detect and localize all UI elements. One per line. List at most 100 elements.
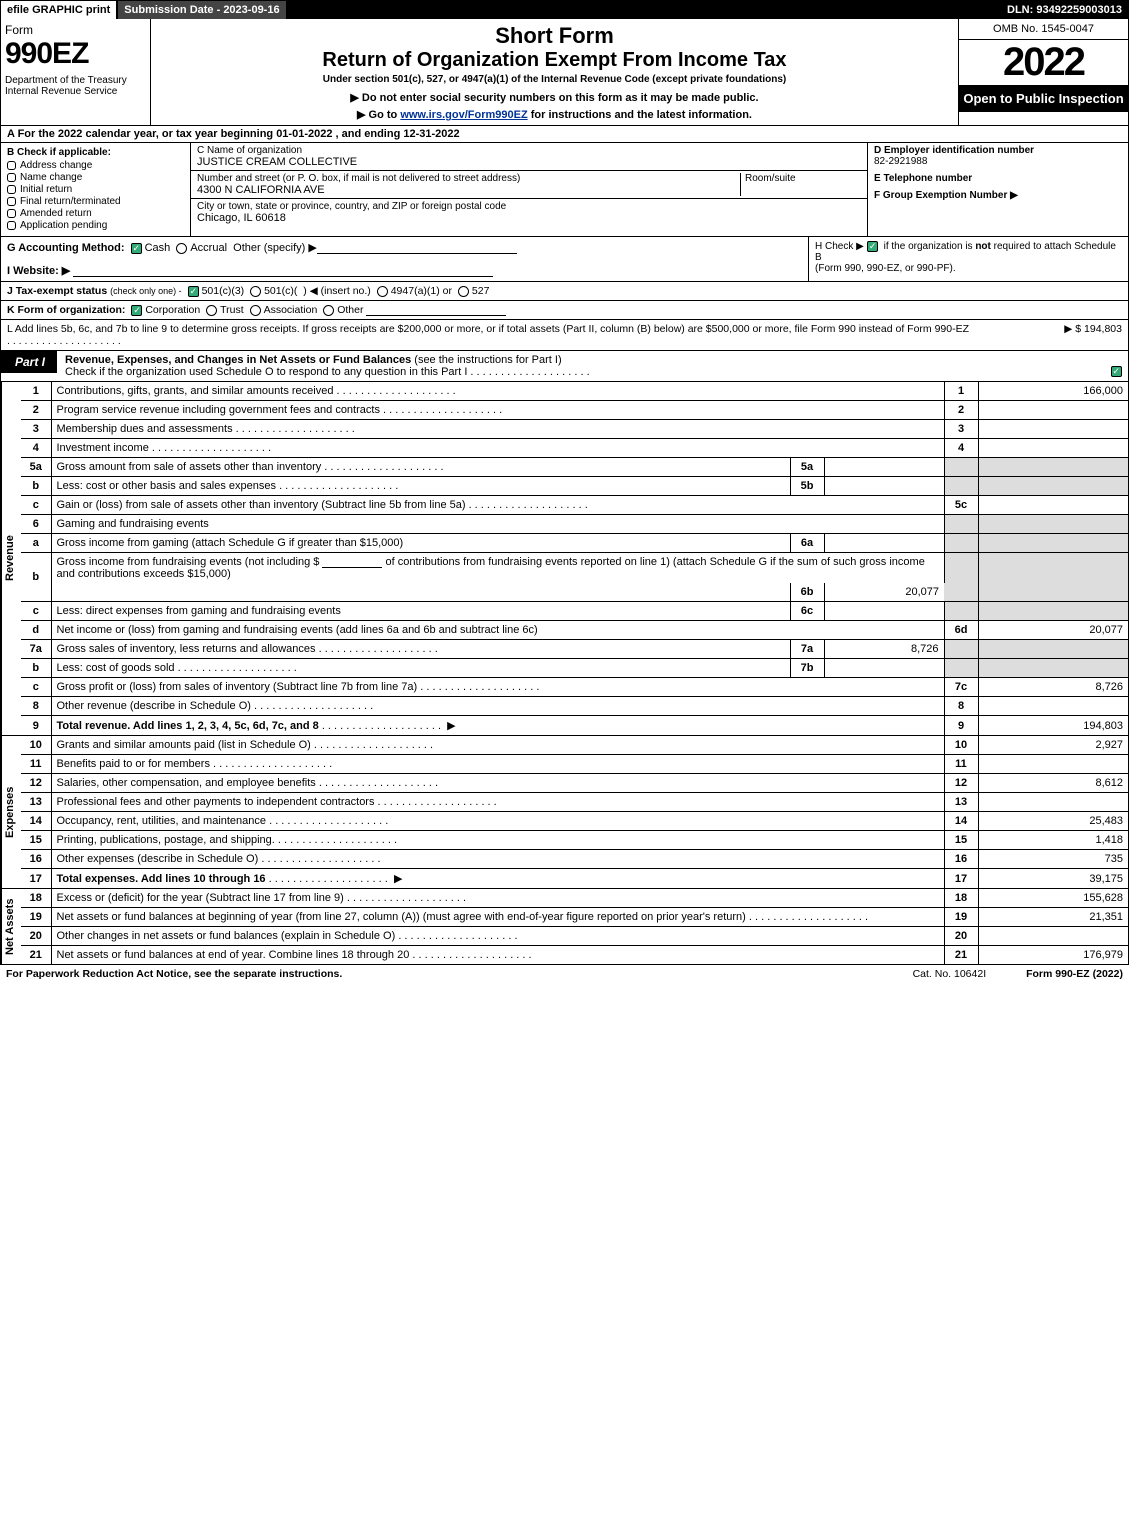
form-word: Form [5, 23, 146, 37]
submission-date: Submission Date - 2023-09-16 [118, 1, 287, 19]
netassets-vlabel: Net Assets [1, 889, 21, 964]
expenses-table: 10Grants and similar amounts paid (list … [21, 736, 1128, 888]
org-city: Chicago, IL 60618 [197, 212, 286, 224]
amt-14: 25,483 [978, 812, 1128, 831]
amt-18: 155,628 [978, 889, 1128, 908]
amt-13 [978, 793, 1128, 812]
amt-17: 39,175 [978, 869, 1128, 889]
row-l: L Add lines 5b, 6c, and 7b to line 9 to … [1, 320, 1128, 351]
amt-4 [978, 439, 1128, 458]
short-form-title: Short Form [157, 23, 952, 49]
form-page: efile GRAPHIC print Submission Date - 20… [0, 0, 1129, 965]
chk-other-org[interactable] [323, 305, 334, 316]
page-footer: For Paperwork Reduction Act Notice, see … [0, 965, 1129, 983]
g-accounting: G Accounting Method: Cash Accrual Other … [7, 241, 802, 254]
omb-number: OMB No. 1545-0047 [959, 19, 1128, 40]
tax-year: 2022 [959, 40, 1128, 85]
chk-final-return[interactable]: Final return/terminated [7, 196, 184, 207]
amt-5c [978, 496, 1128, 515]
dept-text: Department of the Treasury Internal Reve… [5, 75, 146, 97]
amt-1: 166,000 [978, 382, 1128, 401]
netassets-table: 18Excess or (deficit) for the year (Subt… [21, 889, 1128, 964]
revenue-vlabel: Revenue [1, 382, 21, 735]
chk-cash[interactable] [131, 243, 142, 254]
amt-7c: 8,726 [978, 678, 1128, 697]
amt-3 [978, 420, 1128, 439]
org-name: JUSTICE CREAM COLLECTIVE [197, 156, 357, 168]
c-name-label: C Name of organization [197, 145, 861, 156]
amt-10: 2,927 [978, 736, 1128, 755]
chk-assoc[interactable] [250, 305, 261, 316]
footer-left: For Paperwork Reduction Act Notice, see … [6, 968, 873, 980]
efile-label: efile GRAPHIC print [1, 1, 118, 19]
row-k: K Form of organization: Corporation Trus… [1, 301, 1128, 320]
chk-4947[interactable] [377, 286, 388, 297]
val-7a: 8,726 [824, 640, 944, 659]
chk-501c[interactable] [250, 286, 261, 297]
amt-11 [978, 755, 1128, 774]
chk-initial-return[interactable]: Initial return [7, 184, 184, 195]
row-g-h: G Accounting Method: Cash Accrual Other … [1, 237, 1128, 282]
chk-corp[interactable] [131, 305, 142, 316]
expenses-section: Expenses 10Grants and similar amounts pa… [1, 736, 1128, 889]
footer-right: Form 990-EZ (2022) [1026, 968, 1123, 980]
amt-20 [978, 927, 1128, 946]
netassets-section: Net Assets 18Excess or (deficit) for the… [1, 889, 1128, 964]
d-label: D Employer identification number [874, 145, 1034, 156]
dln: DLN: 93492259003013 [1001, 1, 1128, 19]
chk-application-pending[interactable]: Application pending [7, 220, 184, 231]
e-label: E Telephone number [874, 173, 972, 184]
top-bar: efile GRAPHIC print Submission Date - 20… [1, 1, 1128, 19]
main-title: Return of Organization Exempt From Incom… [157, 49, 952, 72]
under-section: Under section 501(c), 527, or 4947(a)(1)… [157, 74, 952, 85]
amt-21: 176,979 [978, 946, 1128, 965]
col-c: C Name of organization JUSTICE CREAM COL… [191, 143, 868, 236]
chk-scheduleb[interactable] [867, 241, 878, 252]
open-inspection: Open to Public Inspection [959, 85, 1128, 112]
val-6b: 20,077 [824, 583, 944, 602]
row-a: A For the 2022 calendar year, or tax yea… [1, 126, 1128, 143]
h-check: H Check ▶ if the organization is not req… [808, 237, 1128, 281]
header-right: OMB No. 1545-0047 2022 Open to Public In… [958, 19, 1128, 125]
part-i-header: Part I Revenue, Expenses, and Changes in… [1, 351, 1128, 382]
chk-501c3[interactable] [188, 286, 199, 297]
amt-2 [978, 401, 1128, 420]
part-i-tag: Part I [1, 351, 57, 373]
chk-name-change[interactable]: Name change [7, 172, 184, 183]
amt-15: 1,418 [978, 831, 1128, 850]
chk-parti-scho[interactable] [1111, 366, 1122, 377]
chk-trust[interactable] [206, 305, 217, 316]
col-b: B Check if applicable: Address change Na… [1, 143, 191, 236]
footer-catno: Cat. No. 10642I [873, 968, 1027, 980]
i-website: I Website: ▶ [7, 264, 802, 277]
revenue-table: 1Contributions, gifts, grants, and simil… [21, 382, 1128, 735]
l-amount: ▶ $ 194,803 [972, 323, 1122, 347]
chk-amended-return[interactable]: Amended return [7, 208, 184, 219]
header-left: Form 990EZ Department of the Treasury In… [1, 19, 151, 125]
part-i-check-text: Check if the organization used Schedule … [65, 366, 467, 378]
amt-6d: 20,077 [978, 621, 1128, 640]
info-block: B Check if applicable: Address change Na… [1, 143, 1128, 237]
amt-12: 8,612 [978, 774, 1128, 793]
chk-address-change[interactable]: Address change [7, 160, 184, 171]
revenue-section: Revenue 1Contributions, gifts, grants, a… [1, 382, 1128, 736]
header-center: Short Form Return of Organization Exempt… [151, 19, 958, 125]
note-goto: ▶ Go to www.irs.gov/Form990EZ for instru… [157, 108, 952, 121]
form-header: Form 990EZ Department of the Treasury In… [1, 19, 1128, 126]
amt-19: 21,351 [978, 908, 1128, 927]
irs-link[interactable]: www.irs.gov/Form990EZ [400, 109, 527, 121]
note-ssn: ▶ Do not enter social security numbers o… [157, 91, 952, 104]
amt-8 [978, 697, 1128, 716]
col-d: D Employer identification number82-29219… [868, 143, 1128, 236]
f-label: F Group Exemption Number ▶ [874, 190, 1018, 201]
amt-9: 194,803 [978, 716, 1128, 736]
chk-accrual[interactable] [176, 243, 187, 254]
chk-527[interactable] [458, 286, 469, 297]
room-label: Room/suite [745, 173, 861, 184]
form-number: 990EZ [5, 37, 146, 71]
ein: 82-2921988 [874, 156, 927, 167]
amt-16: 735 [978, 850, 1128, 869]
addr-label: Number and street (or P. O. box, if mail… [197, 173, 736, 184]
row-j: J Tax-exempt status (check only one) - 5… [1, 282, 1128, 301]
org-address: 4300 N CALIFORNIA AVE [197, 184, 325, 196]
